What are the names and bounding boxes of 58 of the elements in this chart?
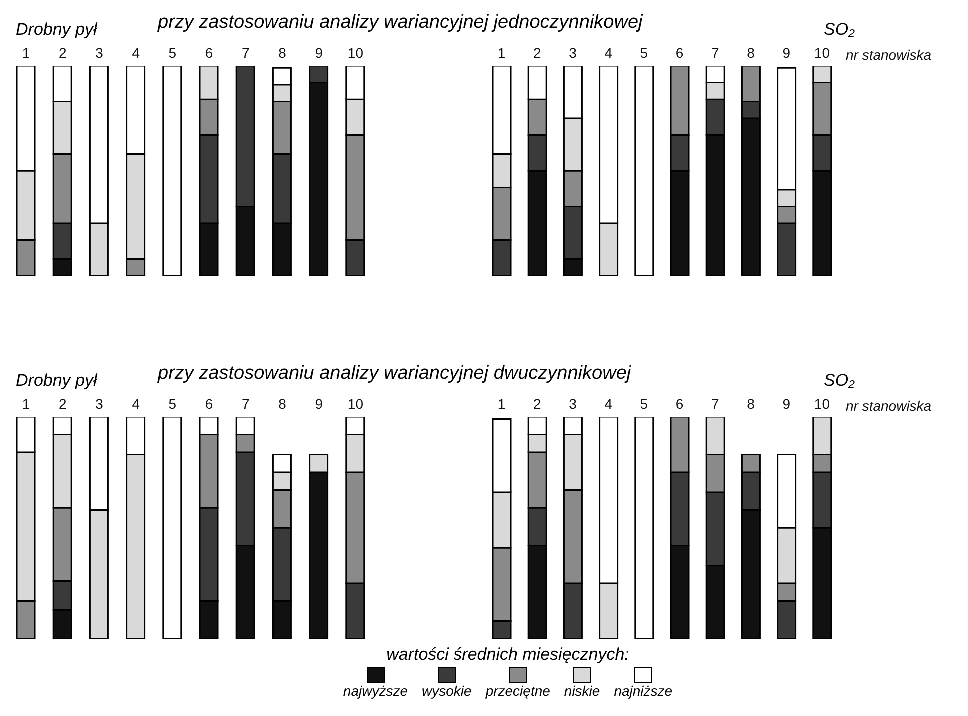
- bar: [634, 417, 654, 639]
- x-tick-label: 7: [712, 45, 720, 61]
- x-tick-label: 1: [22, 45, 30, 61]
- x-tick-label: 6: [205, 45, 214, 61]
- legend-label: niskie: [564, 683, 600, 699]
- x-tick-label: 4: [604, 396, 613, 412]
- x-tick-label: 8: [747, 396, 756, 412]
- x-tick-label: 8: [747, 45, 756, 61]
- x-tick-label: 2: [534, 45, 542, 61]
- chart-title: Drobny pył: [16, 20, 98, 40]
- x-tick-label: 3: [569, 45, 578, 61]
- chart-title: SO₂: [824, 20, 856, 40]
- x-tick-label: 1: [498, 45, 506, 61]
- x-tick-label: 6: [676, 45, 684, 61]
- x-tick-label: 10: [348, 396, 364, 412]
- x-axis-title: nr stanowiska: [846, 398, 932, 414]
- bar: [634, 66, 654, 276]
- x-tick-label: 4: [132, 45, 140, 61]
- legend-label: przeciętne: [486, 683, 550, 699]
- x-tick-label: 1: [498, 396, 506, 412]
- x-tick-label: 4: [604, 45, 613, 61]
- x-tick-label: 5: [168, 45, 177, 61]
- x-tick-label: 4: [132, 396, 140, 412]
- x-tick-label: 2: [59, 45, 67, 61]
- x-tick-label: 5: [640, 45, 648, 61]
- x-tick-label: 8: [278, 396, 287, 412]
- x-tick-label: 7: [712, 396, 720, 412]
- bar: [162, 66, 182, 276]
- x-tick-label: 6: [205, 396, 214, 412]
- x-tick-label: 6: [676, 396, 684, 412]
- bar: [162, 417, 182, 639]
- x-tick-label: 9: [782, 396, 791, 412]
- chart-subtitle: przy zastosowaniu analizy wariancyjnej jednoczynnikowej: [158, 12, 643, 34]
- x-tick-label: 8: [278, 45, 287, 61]
- x-tick-label: 1: [22, 396, 30, 412]
- x-tick-label: 9: [315, 396, 324, 412]
- x-tick-label: 10: [348, 45, 364, 61]
- legend-label: najniższe: [614, 683, 673, 699]
- chart-title: SO₂: [824, 371, 856, 391]
- x-tick-label: 9: [782, 45, 791, 61]
- legend-title: wartości średnich miesięcznych:: [386, 645, 630, 665]
- x-tick-label: 3: [96, 396, 104, 412]
- x-tick-label: 5: [640, 396, 648, 412]
- x-tick-label: 3: [569, 396, 578, 412]
- x-axis-title: nr stanowiska: [846, 46, 932, 63]
- x-tick-label: 10: [814, 45, 830, 61]
- x-tick-label: 7: [242, 396, 250, 412]
- x-tick-label: 2: [59, 396, 67, 412]
- x-tick-label: 3: [96, 45, 104, 61]
- x-tick-label: 5: [168, 396, 177, 412]
- chart-subtitle: przy zastosowaniu analizy wariancyjnej dwuczynnikowej: [158, 363, 632, 385]
- x-tick-label: 2: [534, 396, 542, 412]
- legend-label: wysokie: [422, 683, 472, 699]
- chart-title: Drobny pył: [16, 371, 98, 391]
- x-tick-label: 7: [242, 45, 250, 61]
- x-tick-label: 9: [315, 45, 324, 61]
- x-tick-label: 10: [814, 396, 830, 412]
- legend-label: najwyższe: [343, 683, 408, 699]
